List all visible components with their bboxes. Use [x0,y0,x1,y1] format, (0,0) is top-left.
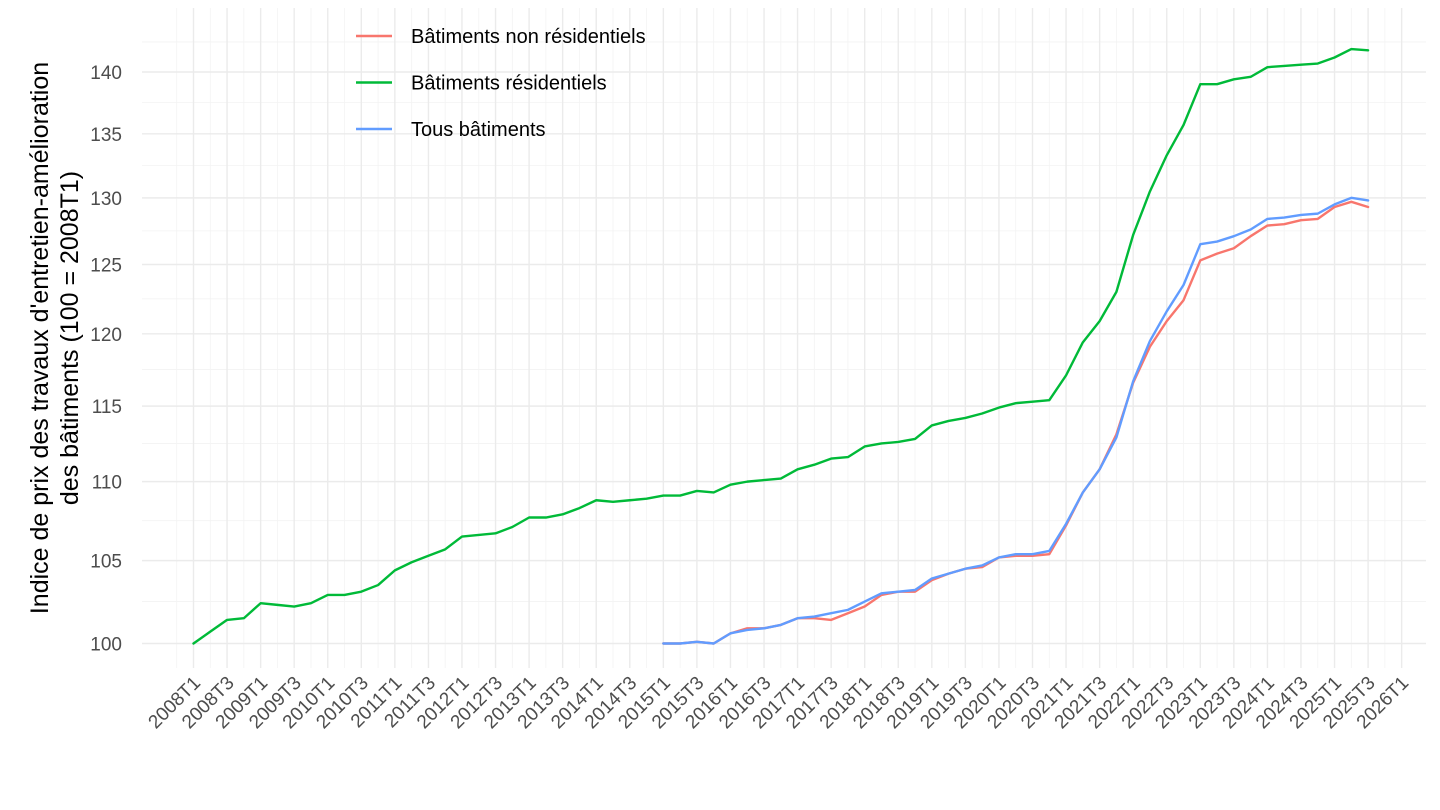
y-axis-title-line: des bâtiments (100 = 2008T1) [56,171,84,505]
series-line [662,196,1370,645]
legend: Bâtiments non résidentiels Bâtiments rési… [356,26,646,141]
major-gridlines [142,8,1426,668]
y-axis-title-line: Indice de prix des travaux d'entretien-a… [26,62,54,614]
y-tick-label: 105 [90,552,122,573]
minor-gridlines [142,8,1426,668]
y-axis-title: Indice de prix des travaux d'entretien-a… [26,62,84,614]
y-tick-label: 120 [90,325,122,346]
y-tick-label: 115 [92,397,122,418]
series-lines [192,47,1370,645]
y-tick-label: 135 [90,125,122,146]
legend-label: Bâtiments résidentiels [411,73,607,95]
series-line [192,47,1370,645]
y-axis-tick-labels: 100 105 110 115 120 125 130 135 140 [90,63,122,656]
y-tick-label: 140 [90,63,122,84]
legend-label: Tous bâtiments [411,119,546,141]
y-tick-label: 125 [90,255,122,276]
legend-label: Bâtiments non résidentiels [411,26,646,48]
x-axis-tick-labels: 2008T12008T32009T12009T32010T12010T32011… [145,673,1414,733]
y-tick-label: 100 [90,635,122,656]
y-tick-label: 110 [92,473,122,494]
y-tick-label: 130 [90,189,122,210]
